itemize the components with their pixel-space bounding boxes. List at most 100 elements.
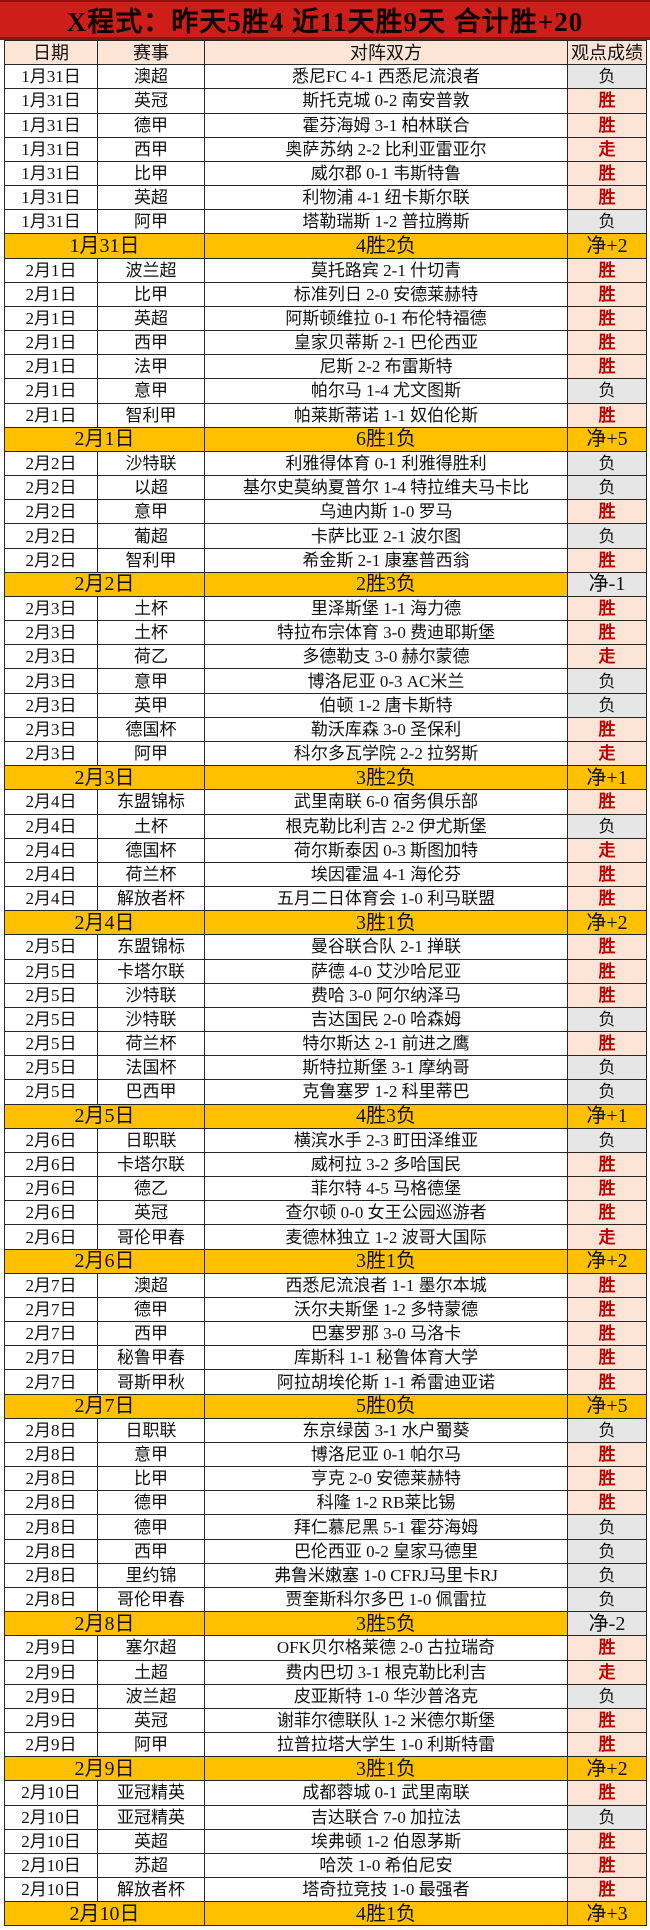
match-result-cell[interactable]: 负 [567, 1006, 647, 1033]
match-teams-score-cell[interactable]: 里泽斯堡 1-1 海力德 [204, 595, 568, 622]
match-result-cell[interactable]: 胜 [567, 1200, 647, 1226]
match-result-cell[interactable]: 走 [567, 1224, 647, 1250]
match-league-cell[interactable]: 阿甲 [97, 1732, 205, 1758]
match-result-cell[interactable]: 胜 [567, 1635, 647, 1661]
match-league-cell[interactable]: 英冠 [97, 1707, 205, 1734]
summary-record-cell[interactable]: 3胜1负 [204, 1756, 568, 1782]
match-date-cell[interactable]: 2月2日 [4, 547, 98, 573]
match-date-cell[interactable]: 2月8日 [4, 1514, 98, 1540]
match-league-cell[interactable]: 卡塔尔联 [97, 958, 205, 984]
match-result-cell[interactable]: 胜 [567, 716, 647, 742]
match-date-cell[interactable]: 2月8日 [4, 1586, 98, 1613]
match-teams-score-cell[interactable]: 沃尔夫斯堡 1-2 多特蒙德 [204, 1296, 568, 1323]
match-teams-score-cell[interactable]: 成都蓉城 0-1 武里南联 [204, 1780, 568, 1806]
match-teams-score-cell[interactable]: 萨德 4-0 艾沙哈尼亚 [204, 958, 568, 984]
match-teams-score-cell[interactable]: 博洛尼亚 0-3 AC米兰 [204, 668, 568, 694]
summary-record-cell[interactable]: 4胜3负 [204, 1103, 568, 1129]
match-date-cell[interactable]: 1月31日 [4, 209, 98, 235]
match-league-cell[interactable]: 土杯 [97, 813, 205, 839]
match-league-cell[interactable]: 澳超 [97, 1272, 205, 1298]
match-date-cell[interactable]: 1月31日 [4, 160, 98, 187]
match-result-cell[interactable]: 胜 [567, 1466, 647, 1492]
match-teams-score-cell[interactable]: 基尔史莫纳夏普尔 1-4 特拉维夫马卡比 [204, 475, 568, 501]
match-result-cell[interactable]: 胜 [567, 499, 647, 525]
match-teams-score-cell[interactable]: 克鲁塞罗 1-2 科里蒂巴 [204, 1079, 568, 1105]
match-teams-score-cell[interactable]: 巴塞罗那 3-0 马洛卡 [204, 1321, 568, 1347]
match-result-cell[interactable]: 走 [567, 1659, 647, 1685]
match-league-cell[interactable]: 波兰超 [97, 257, 205, 283]
match-date-cell[interactable]: 2月8日 [4, 1466, 98, 1492]
match-teams-score-cell[interactable]: 勒沃库森 3-0 圣保利 [204, 716, 568, 742]
match-league-cell[interactable]: 哥斯甲秋 [97, 1369, 205, 1395]
match-league-cell[interactable]: 解放者杯 [97, 1877, 205, 1903]
summary-date-cell[interactable]: 2月2日 [4, 571, 205, 597]
match-result-cell[interactable]: 胜 [567, 1345, 647, 1371]
match-league-cell[interactable]: 西甲 [97, 136, 205, 162]
match-teams-score-cell[interactable]: 特尔斯达 2-1 前进之鹰 [204, 1031, 568, 1057]
match-date-cell[interactable]: 2月1日 [4, 330, 98, 356]
match-result-cell[interactable]: 负 [567, 668, 647, 694]
match-teams-score-cell[interactable]: 菲尔特 4-5 马格德堡 [204, 1176, 568, 1202]
match-date-cell[interactable]: 2月2日 [4, 450, 98, 477]
match-league-cell[interactable]: 沙特联 [97, 1006, 205, 1033]
match-date-cell[interactable]: 2月6日 [4, 1127, 98, 1153]
match-teams-score-cell[interactable]: 博洛尼亚 0-1 帕尔马 [204, 1441, 568, 1468]
match-result-cell[interactable]: 胜 [567, 402, 647, 428]
match-result-cell[interactable]: 负 [567, 64, 647, 90]
match-teams-score-cell[interactable]: 帕尔马 1-4 尤文图斯 [204, 378, 568, 404]
match-result-cell[interactable]: 负 [567, 692, 647, 718]
match-result-cell[interactable]: 胜 [567, 112, 647, 138]
match-teams-score-cell[interactable]: 莫托路宾 2-1 什切青 [204, 257, 568, 283]
match-teams-score-cell[interactable]: 霍芬海姆 3-1 柏林联合 [204, 112, 568, 138]
match-league-cell[interactable]: 荷兰杯 [97, 1031, 205, 1057]
match-teams-score-cell[interactable]: 费哈 3-0 阿尔纳泽马 [204, 982, 568, 1008]
match-teams-score-cell[interactable]: 斯托克城 0-2 南安普敦 [204, 88, 568, 114]
match-result-cell[interactable]: 胜 [567, 305, 647, 332]
match-result-cell[interactable]: 负 [567, 1538, 647, 1564]
match-date-cell[interactable]: 2月10日 [4, 1852, 98, 1879]
match-date-cell[interactable]: 2月7日 [4, 1369, 98, 1395]
match-date-cell[interactable]: 2月2日 [4, 523, 98, 549]
match-league-cell[interactable]: 英超 [97, 1828, 205, 1854]
match-teams-score-cell[interactable]: 威柯拉 3-2 多哈国民 [204, 1151, 568, 1178]
match-teams-score-cell[interactable]: 东京绿茵 3-1 水户蜀葵 [204, 1417, 568, 1443]
summary-net-cell[interactable]: 净+2 [567, 1248, 647, 1274]
match-result-cell[interactable]: 胜 [567, 1176, 647, 1202]
match-league-cell[interactable]: 解放者杯 [97, 886, 205, 912]
match-teams-score-cell[interactable]: 西悉尼流浪者 1-1 墨尔本城 [204, 1272, 568, 1298]
match-result-cell[interactable]: 胜 [567, 958, 647, 984]
match-result-cell[interactable]: 胜 [567, 1441, 647, 1468]
match-league-cell[interactable]: 塞尔超 [97, 1635, 205, 1661]
match-league-cell[interactable]: 智利甲 [97, 402, 205, 428]
summary-record-cell[interactable]: 3胜2负 [204, 765, 568, 791]
match-teams-score-cell[interactable]: 卡萨比亚 2-1 波尔图 [204, 523, 568, 549]
match-date-cell[interactable]: 2月10日 [4, 1804, 98, 1830]
match-league-cell[interactable]: 卡塔尔联 [97, 1151, 205, 1178]
match-league-cell[interactable]: 以超 [97, 475, 205, 501]
match-result-cell[interactable]: 负 [567, 1804, 647, 1830]
match-date-cell[interactable]: 2月6日 [4, 1200, 98, 1226]
summary-date-cell[interactable]: 2月7日 [4, 1393, 205, 1419]
match-league-cell[interactable]: 东盟锦标 [97, 789, 205, 815]
match-teams-score-cell[interactable]: 塔勒瑞斯 1-2 普拉腾斯 [204, 209, 568, 235]
match-league-cell[interactable]: 东盟锦标 [97, 934, 205, 960]
match-date-cell[interactable]: 2月5日 [4, 1079, 98, 1105]
match-teams-score-cell[interactable]: 拜仁慕尼黑 5-1 霍芬海姆 [204, 1514, 568, 1540]
match-result-cell[interactable]: 走 [567, 837, 647, 863]
match-league-cell[interactable]: 西甲 [97, 1321, 205, 1347]
match-teams-score-cell[interactable]: 查尔顿 0-0 女王公园巡游者 [204, 1200, 568, 1226]
match-league-cell[interactable]: 葡超 [97, 523, 205, 549]
summary-net-cell[interactable]: 净+1 [567, 765, 647, 791]
match-date-cell[interactable]: 2月8日 [4, 1490, 98, 1516]
summary-net-cell[interactable]: 净+2 [567, 1756, 647, 1782]
match-teams-score-cell[interactable]: 谢菲尔德联队 1-2 米德尔斯堡 [204, 1707, 568, 1734]
summary-date-cell[interactable]: 2月3日 [4, 765, 205, 791]
match-date-cell[interactable]: 2月3日 [4, 692, 98, 718]
summary-date-cell[interactable]: 2月6日 [4, 1248, 205, 1274]
match-date-cell[interactable]: 2月4日 [4, 886, 98, 912]
match-date-cell[interactable]: 2月10日 [4, 1877, 98, 1903]
match-teams-score-cell[interactable]: 阿拉胡埃伦斯 1-1 希雷迪亚诺 [204, 1369, 568, 1395]
match-league-cell[interactable]: 西甲 [97, 1538, 205, 1564]
match-result-cell[interactable]: 胜 [567, 1852, 647, 1879]
match-date-cell[interactable]: 2月7日 [4, 1345, 98, 1371]
